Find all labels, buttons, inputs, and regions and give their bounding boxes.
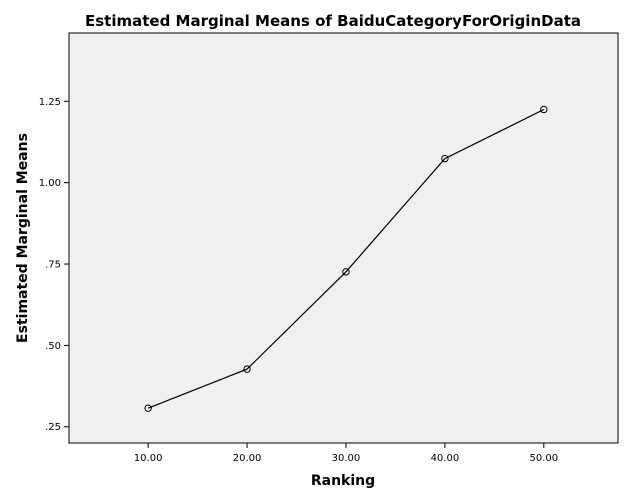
y-axis-label: Estimated Marginal Means xyxy=(15,133,31,343)
plot-area xyxy=(68,32,619,444)
data-point-marker xyxy=(243,365,251,373)
y-axis: .25 .50 .75 1.00 1.25 xyxy=(39,97,69,433)
data-point-marker xyxy=(144,404,152,412)
chart-title: Estimated Marginal Means of BaiduCategor… xyxy=(85,12,581,30)
y-tick-label: .75 xyxy=(45,260,61,271)
x-axis: 10.00 20.00 30.00 40.00 50.00 xyxy=(134,443,558,464)
y-tick-label: 1.25 xyxy=(39,97,61,108)
x-axis-label: Ranking xyxy=(311,473,375,489)
data-point-marker xyxy=(342,268,350,276)
x-tick-label: 20.00 xyxy=(233,453,262,464)
y-tick-label: .50 xyxy=(45,341,61,352)
x-tick-label: 40.00 xyxy=(431,453,460,464)
y-tick-label: 1.00 xyxy=(39,178,61,189)
y-tick-label: .25 xyxy=(45,422,61,433)
x-tick-label: 50.00 xyxy=(529,453,558,464)
data-point-marker xyxy=(441,154,449,163)
series-line xyxy=(147,108,545,409)
x-tick-label: 30.00 xyxy=(332,453,361,464)
data-point-marker xyxy=(540,105,548,114)
series-line-group xyxy=(144,105,548,412)
x-tick-label: 10.00 xyxy=(134,453,163,464)
